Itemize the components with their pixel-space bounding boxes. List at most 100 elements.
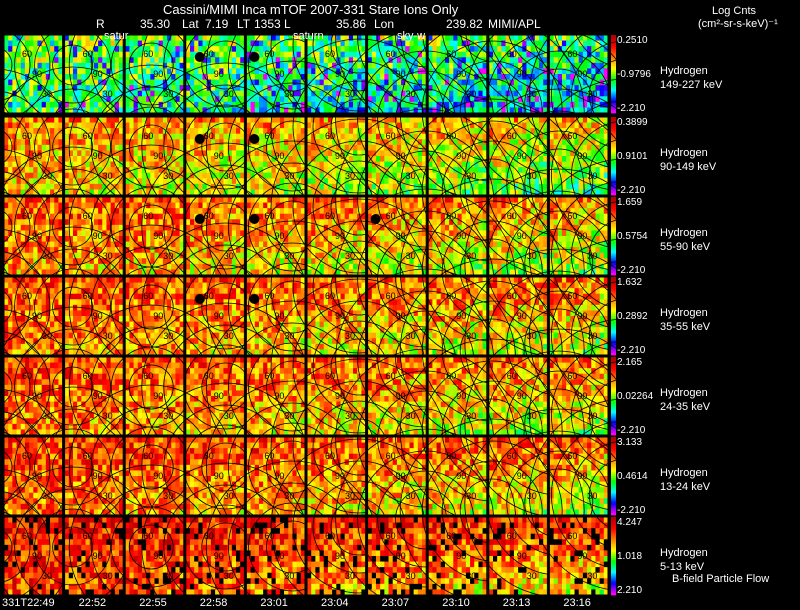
heatmap-cell	[561, 68, 567, 75]
heatmap-cell	[505, 74, 511, 80]
heatmap-cell	[41, 40, 47, 47]
heatmap-cell	[12, 96, 17, 103]
heatmap-cell	[566, 156, 571, 162]
heatmap-cell	[392, 117, 398, 123]
heatmap-cell	[271, 68, 277, 75]
heatmap-cell	[54, 117, 59, 123]
heatmap-cell	[327, 90, 333, 97]
heatmap-cell	[566, 62, 571, 69]
heatmap-cell	[417, 96, 423, 103]
heatmap-cell	[72, 139, 78, 146]
heatmap-cell	[513, 68, 519, 75]
heatmap-cell	[384, 57, 389, 64]
heatmap-cell	[288, 51, 293, 58]
heatmap-cell	[432, 128, 437, 135]
heatmap-cell	[501, 51, 506, 58]
heatmap-cell	[474, 96, 479, 103]
heatmap-cell	[401, 40, 406, 47]
heatmap-cell	[77, 62, 82, 69]
heatmap-cell	[133, 213, 139, 220]
heatmap-cell	[171, 51, 176, 58]
heatmap-cell	[478, 40, 484, 47]
heatmap-cell	[137, 197, 143, 203]
heatmap-cell	[20, 183, 26, 190]
heatmap-cell	[488, 51, 494, 58]
heatmap-cell	[315, 122, 320, 129]
heatmap-cell	[582, 139, 588, 146]
heatmap-cell	[300, 57, 306, 64]
heatmap-cell	[284, 101, 289, 108]
heatmap-cell	[300, 79, 306, 86]
heatmap-cell	[461, 62, 467, 69]
heatmap-cell	[154, 139, 160, 146]
heatmap-cell	[29, 183, 34, 190]
heatmap-cell	[388, 51, 394, 58]
heatmap-cell	[539, 101, 544, 108]
heatmap-cell	[396, 133, 402, 140]
heatmap-cell	[85, 101, 91, 108]
heatmap-cell	[357, 101, 362, 108]
heatmap-cell	[599, 107, 605, 114]
heatmap-cell	[518, 101, 523, 108]
heatmap-cell	[478, 46, 484, 53]
heatmap-cell	[501, 101, 506, 108]
heatmap-cell	[482, 117, 488, 123]
heatmap-cell	[58, 35, 63, 41]
heatmap-cell	[250, 107, 256, 114]
heatmap-cell	[396, 172, 402, 179]
heatmap-cell	[497, 167, 502, 174]
heatmap-cell	[12, 101, 17, 108]
heatmap-cell	[137, 51, 143, 58]
heatmap-cell	[129, 40, 134, 47]
heatmap-cell	[513, 122, 519, 129]
heatmap-cell	[119, 178, 124, 185]
heatmap-cell	[319, 156, 325, 162]
heatmap-cell	[284, 40, 289, 47]
heatmap-cell	[534, 62, 540, 69]
heatmap-cell	[327, 167, 333, 174]
heatmap-cell	[98, 150, 103, 157]
heatmap-cell	[353, 117, 358, 123]
heatmap-cell	[50, 96, 55, 103]
heatmap-cell	[158, 133, 164, 140]
heatmap-cell	[50, 51, 55, 58]
heatmap-cell	[392, 79, 398, 86]
heatmap-cell	[125, 183, 130, 190]
heatmap-cell	[428, 183, 433, 190]
heatmap-cell	[41, 128, 47, 135]
heatmap-cell	[543, 46, 548, 53]
heatmap-cell	[33, 139, 38, 146]
heatmap-cell	[428, 167, 433, 174]
heatmap-cell	[530, 51, 536, 58]
heatmap-cell	[179, 68, 185, 75]
heatmap-cell	[114, 101, 120, 108]
heatmap-cell	[125, 40, 130, 47]
heatmap-cell	[327, 57, 333, 64]
heatmap-cell	[24, 197, 30, 203]
heatmap-cell	[16, 219, 22, 226]
heatmap-cell	[501, 85, 506, 92]
heatmap-cell	[371, 150, 377, 157]
contour-line	[0, 29, 31, 101]
heatmap-cell	[348, 139, 354, 146]
heatmap-cell	[141, 101, 147, 108]
heatmap-cell	[417, 85, 423, 92]
heatmap-cell	[300, 40, 306, 47]
heatmap-cell	[258, 51, 264, 58]
heatmap-cell	[428, 62, 433, 69]
heatmap-cell	[185, 90, 191, 97]
heatmap-cell	[162, 178, 168, 185]
heatmap-cell	[513, 85, 519, 92]
heatmap-cell	[110, 133, 116, 140]
heatmap-cell	[432, 57, 437, 64]
heatmap-cell	[4, 57, 9, 64]
heatmap-cell	[198, 156, 203, 162]
heatmap-cell	[332, 122, 337, 129]
heatmap-cell	[526, 46, 532, 53]
heatmap-cell	[375, 150, 381, 157]
heatmap-cell	[436, 117, 442, 123]
heatmap-cell	[185, 183, 191, 190]
heatmap-cell	[361, 122, 366, 129]
heatmap-cell	[223, 107, 229, 114]
heatmap-cell	[315, 107, 320, 114]
